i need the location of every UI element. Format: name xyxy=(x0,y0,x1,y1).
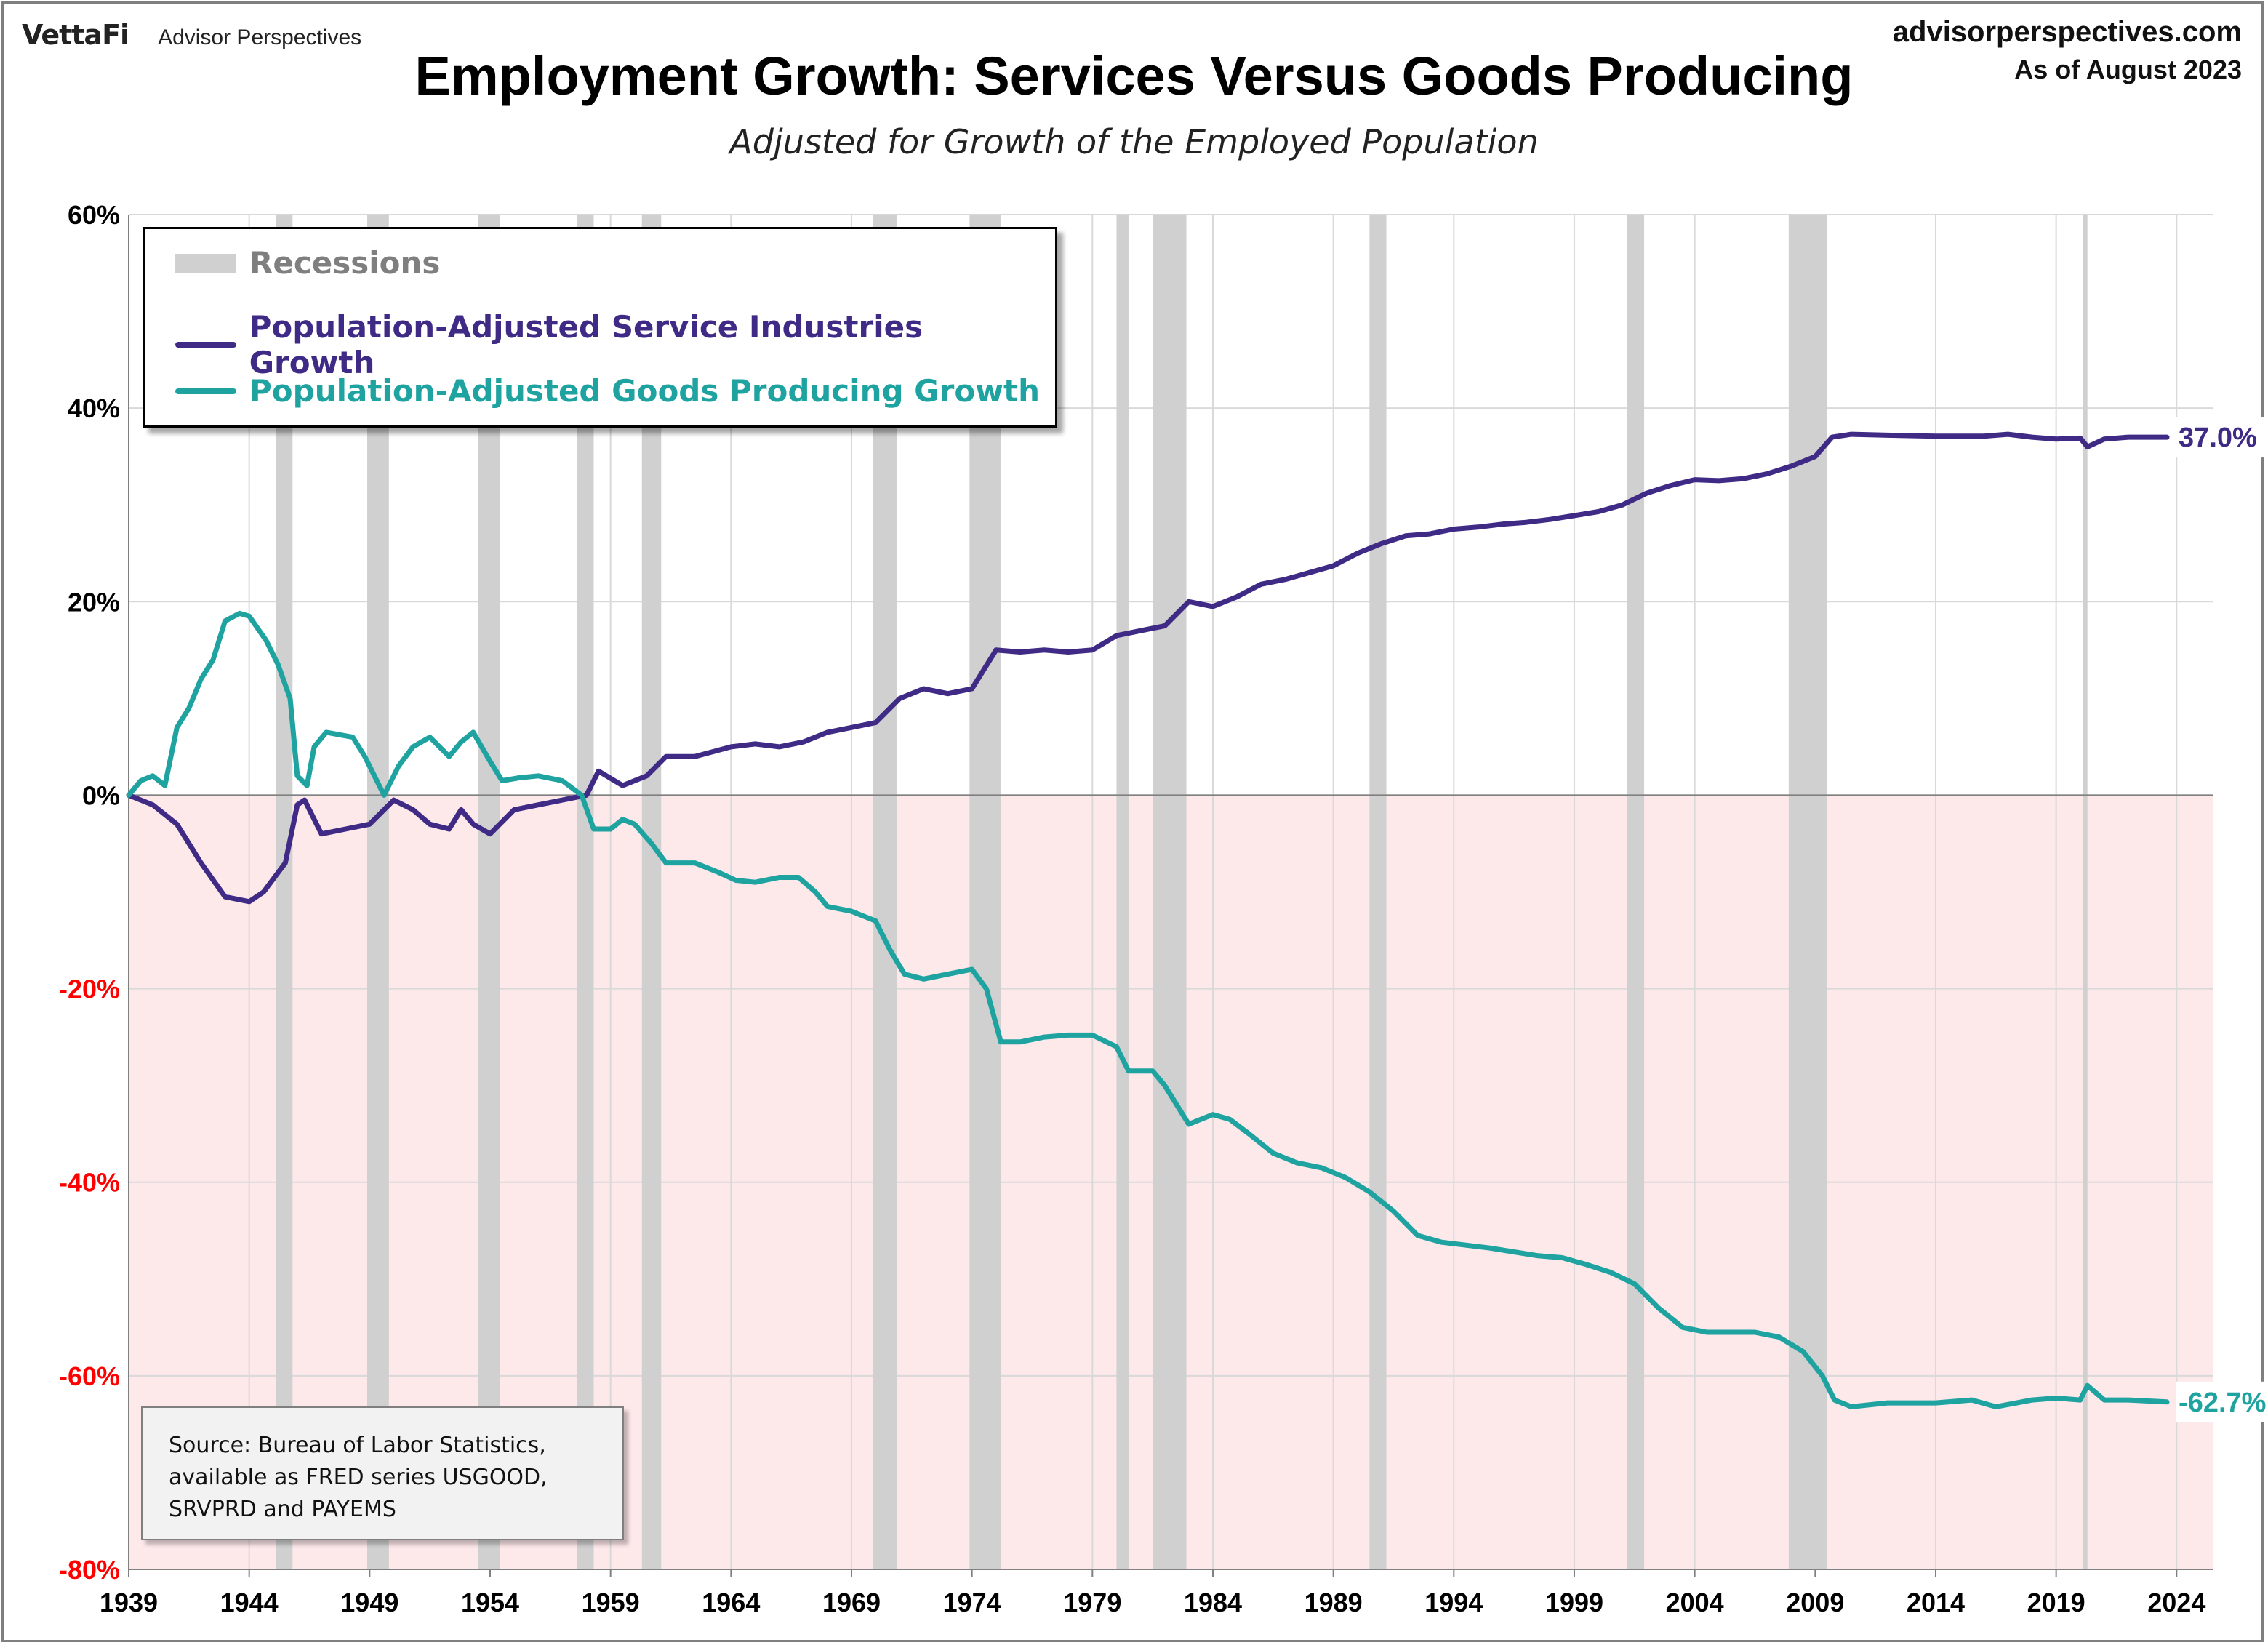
x-tick-label: 1994 xyxy=(1424,1588,1483,1617)
site-url: advisorperspectives.com xyxy=(1892,16,2242,48)
series-line-goods xyxy=(126,610,2170,1409)
recession-bar xyxy=(2083,215,2088,1569)
source-line-2: available as FRED series USGOOD, xyxy=(169,1465,548,1490)
recession-bar xyxy=(1369,215,1387,1569)
services-swatch xyxy=(175,342,236,348)
goods-swatch xyxy=(175,388,236,394)
recession-bar xyxy=(969,215,1001,1569)
y-tick-label: -40% xyxy=(59,1168,120,1198)
x-tick-label: 2014 xyxy=(1907,1588,1965,1617)
source-note: Source: Bureau of Labor Statistics, avai… xyxy=(141,1406,624,1540)
recession-bar xyxy=(478,215,500,1569)
recession-bar xyxy=(1627,215,1645,1569)
chart-subtitle: Adjusted for Growth of the Employed Popu… xyxy=(729,122,1539,161)
legend-label-goods: Population-Adjusted Goods Producing Grow… xyxy=(249,373,1040,409)
x-tick-label: 2004 xyxy=(1666,1588,1724,1617)
y-tick-label: -80% xyxy=(59,1555,120,1585)
y-tick-label: -20% xyxy=(59,974,120,1004)
x-tick-label: 1949 xyxy=(340,1588,398,1617)
y-tick-label: -60% xyxy=(59,1361,120,1391)
y-tick-label: 0% xyxy=(82,780,120,810)
recession-bar xyxy=(641,215,662,1569)
legend-item-goods: Population-Adjusted Goods Producing Grow… xyxy=(175,373,1040,409)
chart-title: Employment Growth: Services Versus Goods… xyxy=(414,46,1854,106)
series-end-label: -62.7% xyxy=(2179,1388,2266,1418)
series-line-services xyxy=(126,431,2170,905)
x-tick-label: 1959 xyxy=(582,1588,640,1617)
y-tick-label: 20% xyxy=(68,587,120,617)
x-tick-label: 1984 xyxy=(1184,1588,1242,1617)
x-tick-label: 1939 xyxy=(100,1588,158,1617)
source-line-3: SRVPRD and PAYEMS xyxy=(169,1497,396,1522)
recession-bar xyxy=(367,215,389,1569)
x-tick-label: 1999 xyxy=(1545,1588,1603,1617)
x-tick-label: 1979 xyxy=(1063,1588,1121,1617)
x-tick-label: 1969 xyxy=(822,1588,881,1617)
site-info: advisorperspectives.com As of August 202… xyxy=(1893,16,2242,85)
legend-label-recessions: Recessions xyxy=(249,245,441,281)
x-tick-label: 2019 xyxy=(2027,1588,2085,1617)
x-tick-label: 2024 xyxy=(2147,1588,2205,1617)
x-tick-label: 1944 xyxy=(220,1588,279,1617)
series-end-label: 37.0% xyxy=(2179,423,2257,453)
recession-bar xyxy=(1153,215,1187,1569)
recession-bar xyxy=(1116,215,1129,1569)
y-tick-label: 40% xyxy=(68,393,120,423)
legend-label-services: Population-Adjusted Service Industries G… xyxy=(249,309,923,380)
x-tick-label: 1989 xyxy=(1305,1588,1363,1617)
legend-item-services: Population-Adjusted Service Industries G… xyxy=(175,309,1055,380)
recession-bar xyxy=(577,215,594,1569)
x-tick-label: 1974 xyxy=(943,1588,1001,1617)
recession-bar xyxy=(1788,215,1827,1569)
legend-item-recessions: Recessions xyxy=(175,245,440,281)
end-label-bg xyxy=(2176,1381,2268,1422)
vettafi-logo: VettaFi xyxy=(22,19,129,51)
brand-product: Advisor Perspectives xyxy=(158,25,362,49)
recession-bar xyxy=(276,215,293,1569)
source-line-1: Source: Bureau of Labor Statistics, xyxy=(169,1433,546,1458)
x-tick-label: 2009 xyxy=(1786,1588,1844,1617)
as-of-date: As of August 2023 xyxy=(2014,55,2242,84)
y-tick-label: 60% xyxy=(68,200,120,230)
x-tick-label: 1954 xyxy=(461,1588,519,1617)
brand: VettaFi Advisor Perspectives xyxy=(22,19,361,51)
recession-swatch xyxy=(175,253,236,273)
legend: Recessions Population-Adjusted Service I… xyxy=(143,227,1057,428)
recession-bar xyxy=(873,215,897,1569)
end-label-bg xyxy=(2176,417,2268,458)
x-tick-label: 1964 xyxy=(702,1588,760,1617)
